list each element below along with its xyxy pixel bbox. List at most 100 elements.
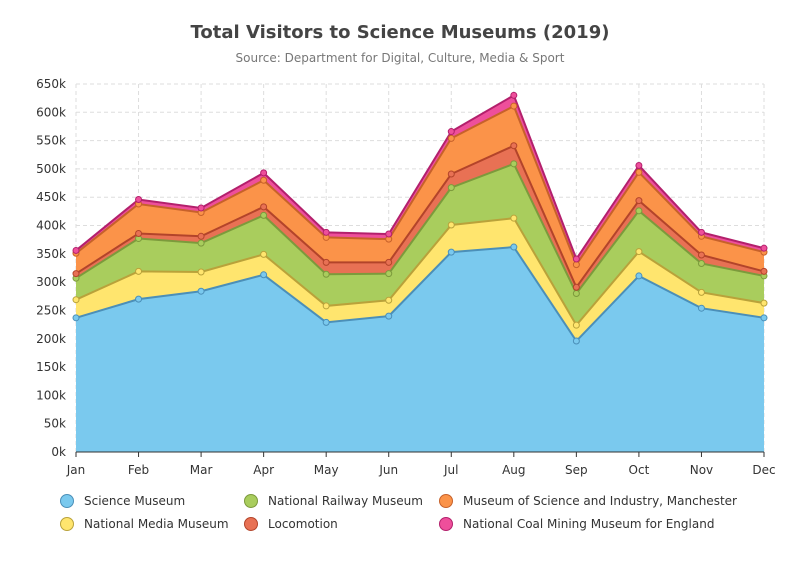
data-point-series-3-sep	[572, 283, 580, 291]
data-point-series-4-aug	[510, 102, 518, 110]
legend-item-science-museum[interactable]: Science Museum	[60, 494, 185, 508]
data-point-series-1-aug	[510, 214, 518, 222]
data-point-series-1-jan	[72, 296, 80, 304]
legend-label-science-museum: Science Museum	[84, 494, 186, 508]
legend-marker-national-railway-museum-icon	[244, 494, 258, 508]
data-point-series-5-apr	[260, 169, 268, 177]
data-point-series-5-sep	[572, 255, 580, 263]
x-tick-label-may: May	[314, 463, 339, 477]
data-point-series-3-jul	[447, 170, 455, 178]
x-tick-label-dec: Dec	[752, 463, 775, 477]
legend-marker-coal-mining-icon	[439, 517, 453, 531]
legend-marker-locomotion-icon	[244, 517, 258, 531]
y-tick-label: 200k	[36, 332, 66, 346]
data-point-series-0-dec	[760, 314, 768, 322]
line-series-5	[75, 93, 765, 262]
data-point-series-3-mar	[197, 232, 205, 240]
data-point-series-5-mar	[197, 204, 205, 212]
y-tick-label: 50k	[44, 417, 66, 431]
data-point-series-5-dec	[760, 244, 768, 252]
legend-item-coal-mining[interactable]: National Coal Mining Museum for England	[439, 517, 714, 531]
data-point-series-1-nov	[697, 288, 705, 296]
data-point-series-1-may	[322, 302, 330, 310]
y-tick-label: 500k	[36, 162, 66, 176]
data-point-series-5-jan	[72, 246, 80, 254]
data-point-series-2-nov	[697, 259, 705, 267]
legend-marker-national-media-museum-icon	[60, 517, 74, 531]
x-tick-label-mar: Mar	[190, 463, 213, 477]
data-point-series-4-apr	[260, 176, 268, 184]
data-point-series-5-jul	[447, 128, 455, 136]
legend: Science Museum National Media Museum Nat…	[0, 490, 800, 550]
line-series-4	[75, 104, 765, 267]
data-point-series-0-sep	[572, 337, 580, 345]
y-tick-label: 550k	[36, 134, 66, 148]
line-series-1	[75, 217, 765, 327]
data-point-series-3-aug	[510, 142, 518, 150]
x-tick-label-apr: Apr	[253, 463, 274, 477]
data-point-series-1-apr	[260, 250, 268, 258]
line-series-0	[75, 246, 765, 343]
data-point-series-0-jul	[447, 248, 455, 256]
y-tick-label: 400k	[36, 219, 66, 233]
data-point-series-1-jun	[385, 296, 393, 304]
x-tick-label-feb: Feb	[128, 463, 149, 477]
data-point-series-0-apr	[260, 271, 268, 279]
y-tick-label: 300k	[36, 275, 66, 289]
data-point-series-2-aug	[510, 160, 518, 168]
x-tick-label-nov: Nov	[690, 463, 713, 477]
data-point-series-5-nov	[697, 228, 705, 236]
area-series-0	[76, 247, 764, 452]
data-point-series-2-oct	[635, 207, 643, 215]
data-point-series-2-mar	[197, 239, 205, 247]
data-point-series-1-oct	[635, 248, 643, 256]
x-tick-label-oct: Oct	[629, 463, 650, 477]
legend-label-coal-mining: National Coal Mining Museum for England	[463, 517, 715, 531]
data-point-series-1-mar	[197, 268, 205, 276]
y-tick-label: 150k	[36, 360, 66, 374]
y-tick-label: 350k	[36, 247, 66, 261]
data-point-series-3-apr	[260, 203, 268, 211]
data-point-series-0-jun	[385, 312, 393, 320]
legend-item-manchester[interactable]: Museum of Science and Industry, Manchest…	[439, 494, 737, 508]
data-point-series-2-apr	[260, 211, 268, 219]
data-point-series-0-nov	[697, 304, 705, 312]
data-point-series-2-may	[322, 270, 330, 278]
chart-title: Total Visitors to Science Museums (2019)	[190, 22, 610, 43]
data-point-series-5-aug	[510, 91, 518, 99]
data-point-series-5-oct	[635, 162, 643, 170]
data-point-series-0-feb	[135, 295, 143, 303]
legend-label-national-media-museum: National Media Museum	[84, 517, 229, 531]
legend-item-national-media-museum[interactable]: National Media Museum	[60, 517, 229, 531]
data-point-series-4-sep	[572, 261, 580, 269]
y-tick-label: 600k	[36, 105, 66, 119]
data-point-series-3-may	[322, 258, 330, 266]
data-point-series-1-jul	[447, 221, 455, 229]
data-point-series-0-jan	[72, 314, 80, 322]
x-tick-label-sep: Sep	[565, 463, 588, 477]
data-point-series-1-sep	[572, 321, 580, 329]
legend-marker-manchester-icon	[439, 494, 453, 508]
x-tick-label-jun: Jun	[378, 463, 398, 477]
data-point-series-4-jul	[447, 134, 455, 142]
data-point-series-3-dec	[760, 267, 768, 275]
y-tick-label: 100k	[36, 388, 66, 402]
data-point-series-1-feb	[135, 267, 143, 275]
x-tick-label-aug: Aug	[502, 463, 525, 477]
data-point-series-3-feb	[135, 229, 143, 237]
legend-item-national-railway-museum[interactable]: National Railway Museum	[244, 494, 423, 508]
legend-item-locomotion[interactable]: Locomotion	[244, 517, 338, 531]
legend-label-locomotion: Locomotion	[268, 517, 338, 531]
legend-label-national-railway-museum: National Railway Museum	[268, 494, 423, 508]
line-series-2	[75, 162, 765, 296]
data-point-series-5-jun	[385, 230, 393, 238]
data-point-series-3-jan	[72, 270, 80, 278]
area-series-2	[76, 163, 764, 326]
data-point-series-5-may	[322, 228, 330, 236]
data-point-series-0-aug	[510, 243, 518, 251]
line-series-3	[75, 144, 765, 290]
data-point-series-2-jul	[447, 184, 455, 192]
x-tick-label-jan: Jan	[66, 463, 86, 477]
